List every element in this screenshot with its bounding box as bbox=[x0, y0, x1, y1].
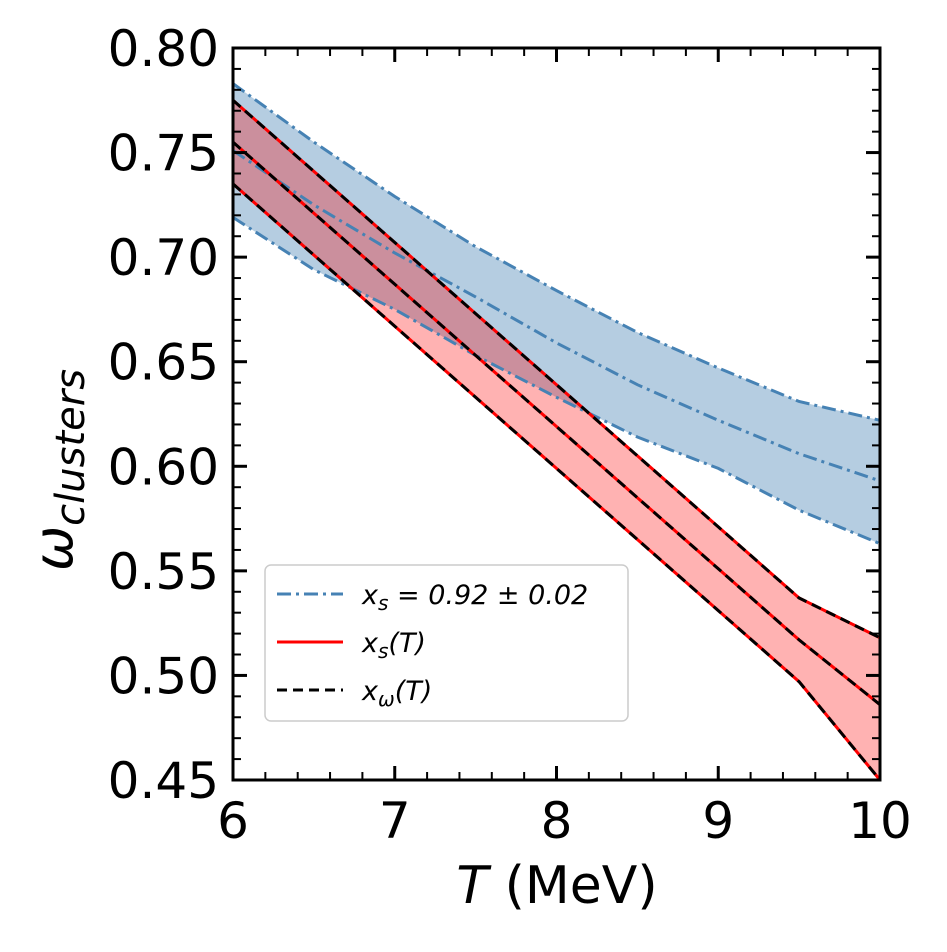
series-line-solid-upper bbox=[232, 99, 881, 640]
legend-label: xs = 0.92 ± 0.02 bbox=[361, 580, 588, 615]
y-tick-label: 0.70 bbox=[108, 229, 219, 287]
series-line-dashdot-upper bbox=[232, 82, 881, 422]
series-line-dashdot-center bbox=[232, 149, 881, 483]
y-tick-label: 0.50 bbox=[108, 647, 219, 705]
legend-label: xω(T) bbox=[361, 676, 432, 711]
x-tick-label: 9 bbox=[702, 792, 734, 850]
series-line-dashdot-lower bbox=[232, 216, 881, 546]
x-axis-label: T (MeV) bbox=[456, 856, 657, 916]
y-tick-label: 0.55 bbox=[108, 543, 219, 601]
series-line-solid-center bbox=[232, 140, 881, 706]
y-tick-label: 0.75 bbox=[108, 125, 219, 183]
series-line-solid-lower bbox=[232, 182, 882, 781]
series-lines bbox=[232, 82, 882, 781]
x-tick-label: 7 bbox=[379, 792, 411, 850]
y-tick-label: 0.60 bbox=[108, 438, 219, 496]
y-tick-labels: 0.45 0.50 0.55 0.60 0.65 0.70 0.75 0.80 bbox=[108, 20, 219, 810]
x-tick-label: 10 bbox=[848, 792, 912, 850]
legend-label: xs(T) bbox=[361, 628, 426, 663]
x-tick-labels: 6 7 8 9 10 bbox=[217, 792, 912, 850]
y-axis-label: ωclusters bbox=[22, 369, 94, 571]
x-tick-label: 8 bbox=[541, 792, 573, 850]
y-tick-label: 0.80 bbox=[108, 20, 219, 78]
x-tick-label: 6 bbox=[217, 792, 249, 850]
y-tick-label: 0.45 bbox=[108, 752, 219, 810]
legend-box bbox=[264, 564, 629, 722]
band-fill-0 bbox=[233, 83, 880, 544]
plot-frame bbox=[231, 46, 882, 782]
y-tick-label: 0.65 bbox=[108, 334, 219, 392]
legend: xs = 0.92 ± 0.02 xs(T) xω(T) bbox=[264, 564, 629, 722]
